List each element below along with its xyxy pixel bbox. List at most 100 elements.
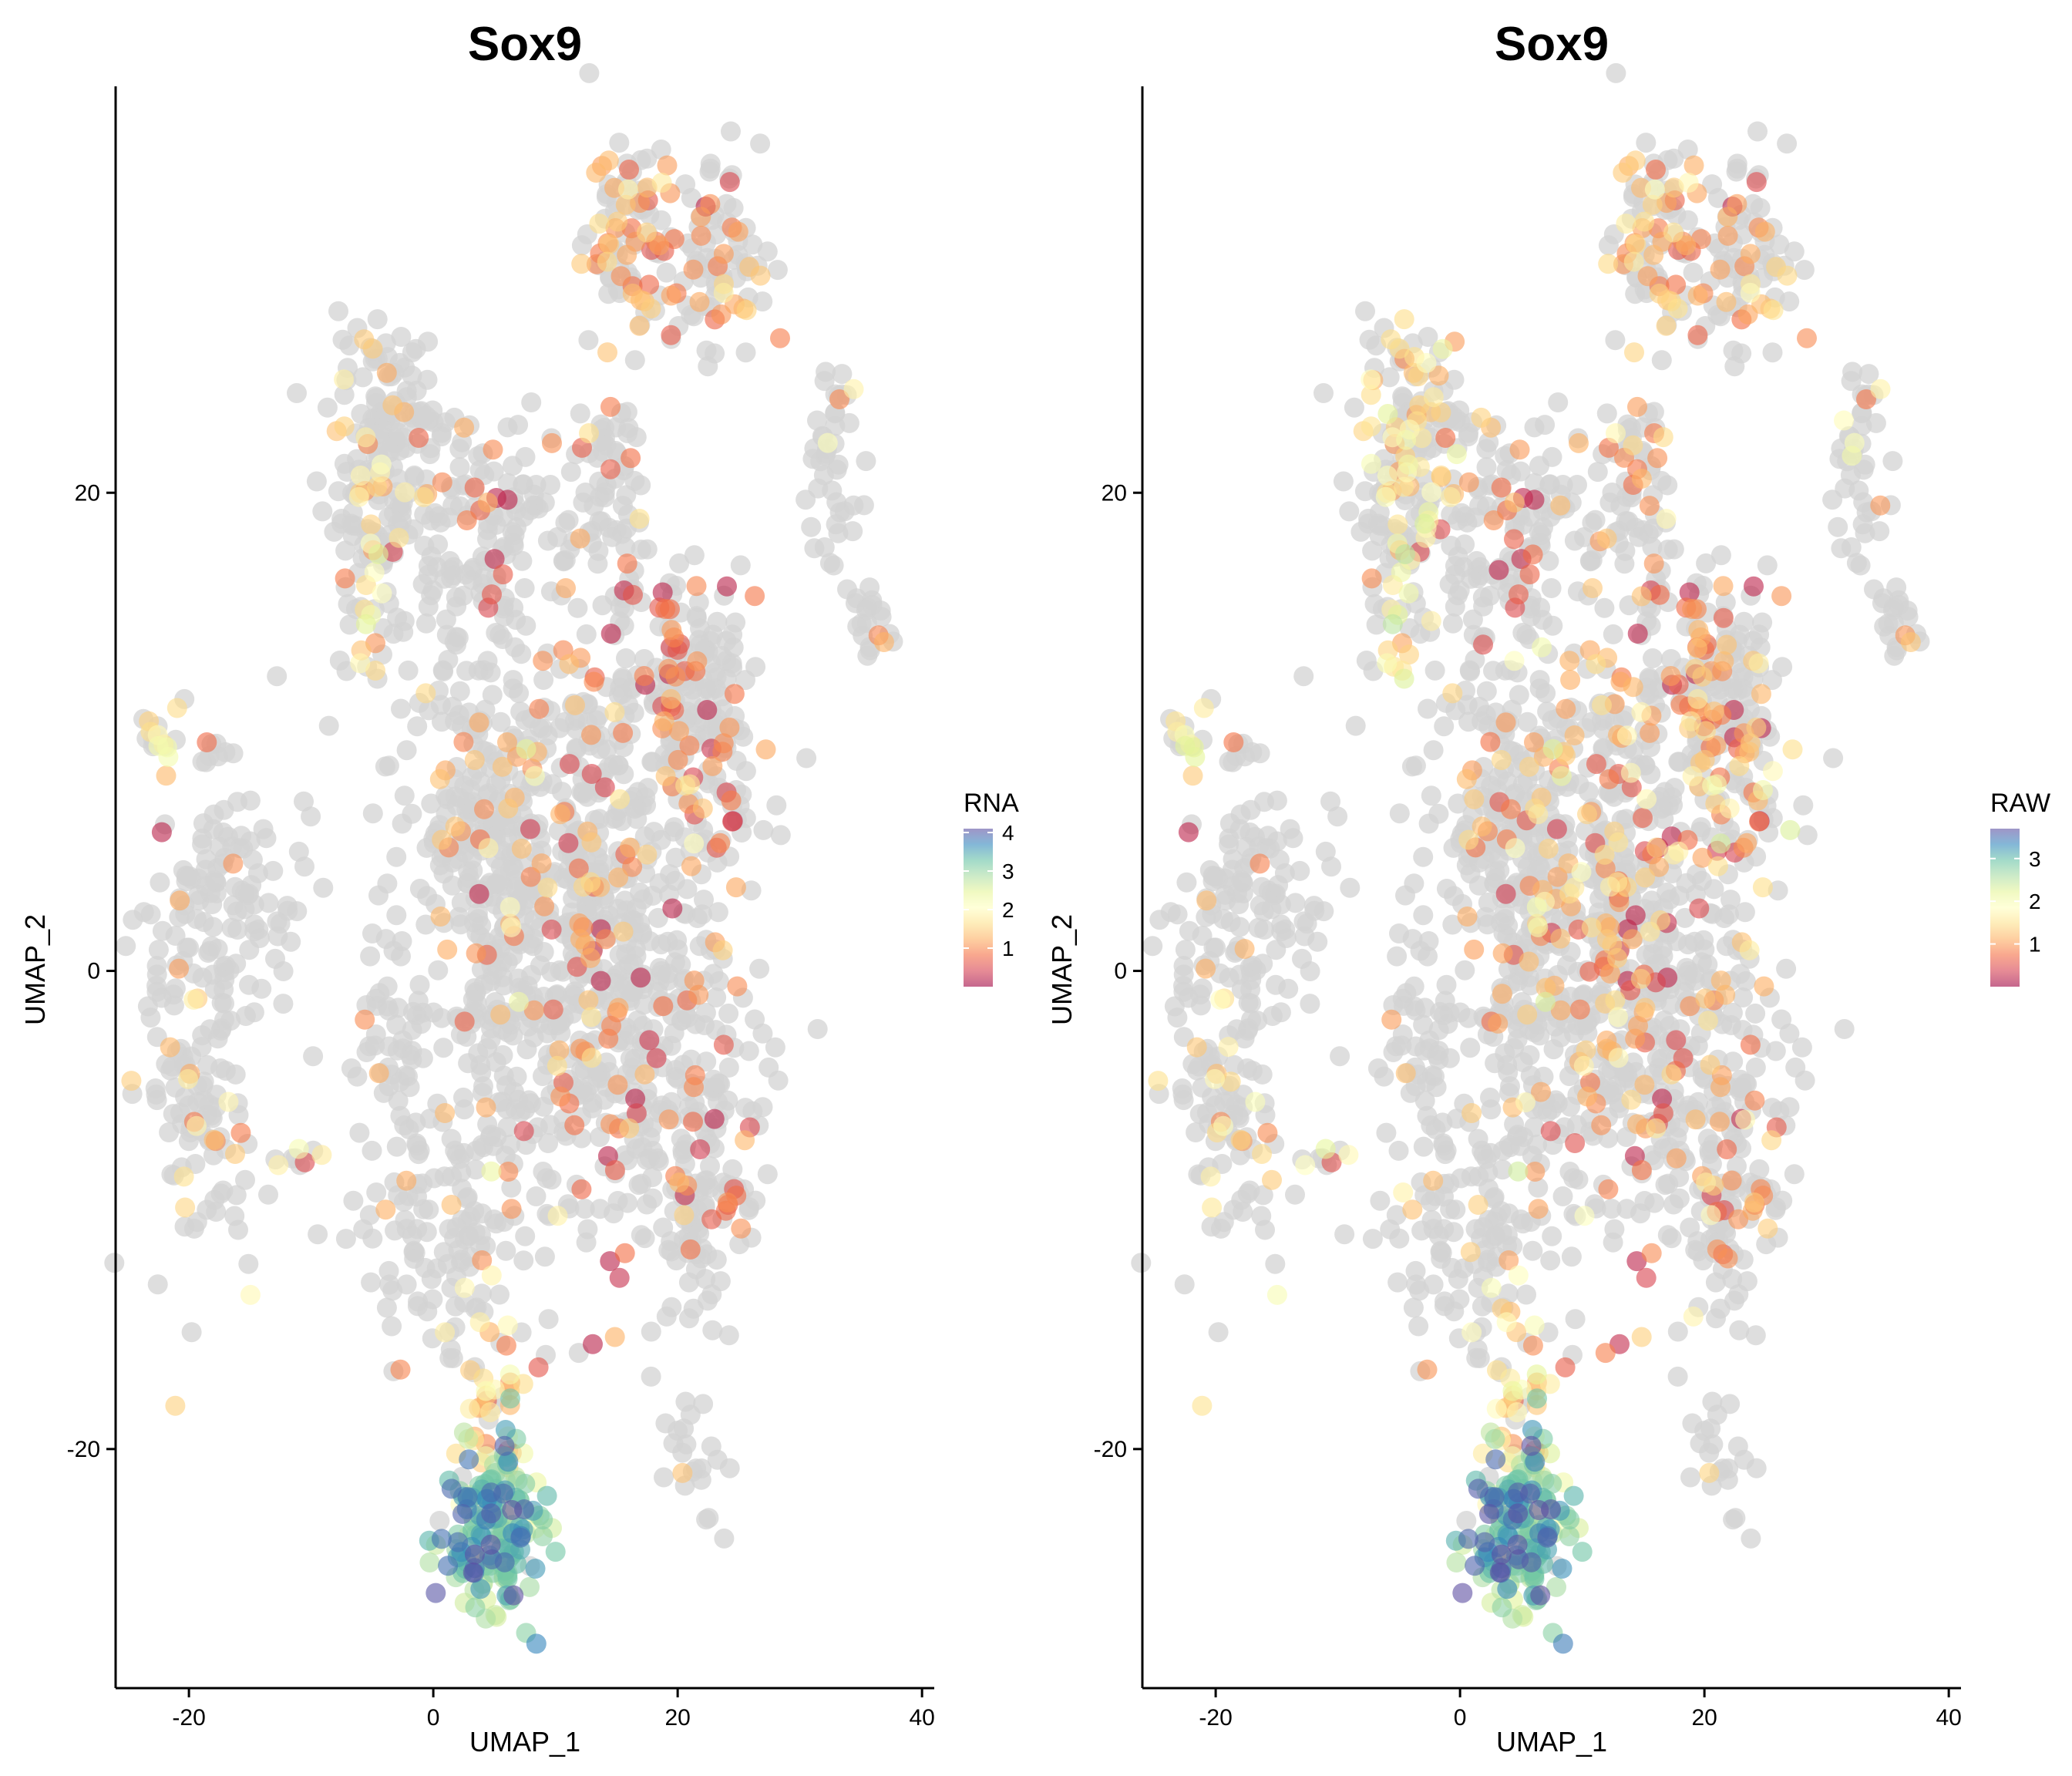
cell-point <box>708 1073 729 1094</box>
cell-point <box>385 1220 405 1241</box>
expressing-cell-point <box>1605 990 1626 1011</box>
expressing-cell-point <box>348 486 369 507</box>
cell-point <box>801 516 822 537</box>
expressing-cell-point <box>600 396 621 417</box>
cell-point <box>608 755 629 775</box>
cell-point <box>388 422 409 443</box>
cell-point <box>415 405 436 426</box>
expressing-cell-point <box>1559 651 1580 671</box>
cell-point <box>573 783 594 804</box>
cell-point <box>477 520 498 540</box>
cell-point <box>1237 1058 1257 1078</box>
expressing-cell-point <box>508 991 529 1012</box>
expressing-cell-point <box>688 984 709 1005</box>
cell-point <box>686 607 707 628</box>
cell-point <box>1481 1099 1502 1120</box>
expressing-cell-point <box>1464 939 1485 960</box>
cell-point <box>391 327 412 347</box>
cell-point <box>1636 133 1657 153</box>
expressing-cell-point <box>1744 1090 1765 1111</box>
cell-point <box>433 1242 454 1263</box>
cell-point <box>693 1394 714 1414</box>
cell-point <box>1303 896 1324 917</box>
expressing-cell-point <box>721 790 742 811</box>
cell-point <box>696 1051 717 1072</box>
expressing-cell-point <box>1636 1267 1657 1288</box>
cell-point <box>395 1065 415 1086</box>
expressing-cell-point <box>583 1334 603 1354</box>
cell-point <box>1435 1291 1455 1312</box>
expressing-cell-point <box>617 179 638 200</box>
cell-point <box>1743 193 1764 214</box>
expressing-cell-point <box>454 1011 475 1032</box>
expressing-cell-point <box>600 1114 621 1135</box>
expressing-cell-point <box>1431 465 1451 486</box>
expressing-cell-point <box>1599 769 1620 789</box>
cell-point <box>765 1037 785 1058</box>
expressing-cell-point <box>1257 1122 1278 1143</box>
cell-point <box>1478 1162 1498 1182</box>
expressing-cell-point <box>750 265 771 286</box>
expressing-cell-point <box>1699 1462 1720 1483</box>
expressing-cell-point <box>525 1559 546 1579</box>
expressing-cell-point <box>500 896 520 917</box>
expressing-cell-point <box>607 1075 628 1095</box>
cell-point <box>444 631 465 652</box>
cell-point <box>515 1226 536 1246</box>
expressing-cell-point <box>1729 755 1750 776</box>
cell-point <box>396 740 417 761</box>
expressing-cell-point <box>445 816 466 837</box>
cell-point <box>375 756 395 777</box>
cell-point <box>500 860 520 881</box>
expressing-cell-point <box>1777 265 1798 286</box>
expressing-cell-point <box>1642 194 1663 215</box>
cell-point <box>1167 1007 1188 1028</box>
cell-point <box>308 1224 328 1245</box>
cell-point <box>361 1272 382 1293</box>
cell-point <box>1186 1122 1206 1142</box>
cell-point <box>519 889 540 910</box>
expressing-cell-point <box>1694 749 1715 770</box>
expressing-cell-point <box>452 1504 473 1524</box>
expressing-cell-point <box>368 544 388 564</box>
cell-point <box>1430 1001 1450 1022</box>
cell-point <box>574 1199 595 1219</box>
expressing-cell-point <box>687 651 708 671</box>
cell-point <box>1762 670 1782 691</box>
expressing-cell-point <box>1754 221 1775 242</box>
cell-point <box>459 868 479 889</box>
expressing-cell-point <box>1565 1133 1586 1153</box>
expressing-cell-point <box>464 477 485 498</box>
expressing-cell-point <box>472 1250 493 1270</box>
expressing-cell-point <box>1595 1343 1616 1364</box>
cell-point <box>281 931 301 952</box>
cell-point <box>749 958 770 979</box>
expressing-cell-point <box>623 584 643 605</box>
expressing-cell-point <box>639 1030 660 1051</box>
expressing-cell-point <box>1646 837 1667 858</box>
expressing-cell-point <box>710 832 731 853</box>
cell-point <box>641 1321 661 1342</box>
expressing-cell-point <box>684 833 705 854</box>
cell-point <box>1693 1250 1714 1271</box>
cell-point <box>675 1391 696 1412</box>
cell-point <box>718 1325 739 1346</box>
expressing-cell-point <box>1687 325 1708 345</box>
cell-point <box>1460 1038 1481 1058</box>
cell-point <box>1192 978 1213 999</box>
cell-point <box>1142 936 1163 957</box>
cell-point <box>1409 1280 1430 1301</box>
cell-point <box>404 1240 425 1261</box>
expressing-cell-point <box>578 990 599 1011</box>
cell-point <box>1436 974 1457 995</box>
cell-point <box>1253 901 1274 922</box>
cell-point <box>617 1192 638 1213</box>
legend-title: RNA <box>964 789 1019 818</box>
cell-point <box>456 661 476 681</box>
expressing-cell-point <box>481 1503 502 1524</box>
expressing-cell-point <box>713 244 734 264</box>
expressing-cell-point <box>1751 684 1771 705</box>
cell-point <box>301 806 321 827</box>
cell-point <box>1172 1084 1193 1105</box>
cell-point <box>362 923 382 944</box>
